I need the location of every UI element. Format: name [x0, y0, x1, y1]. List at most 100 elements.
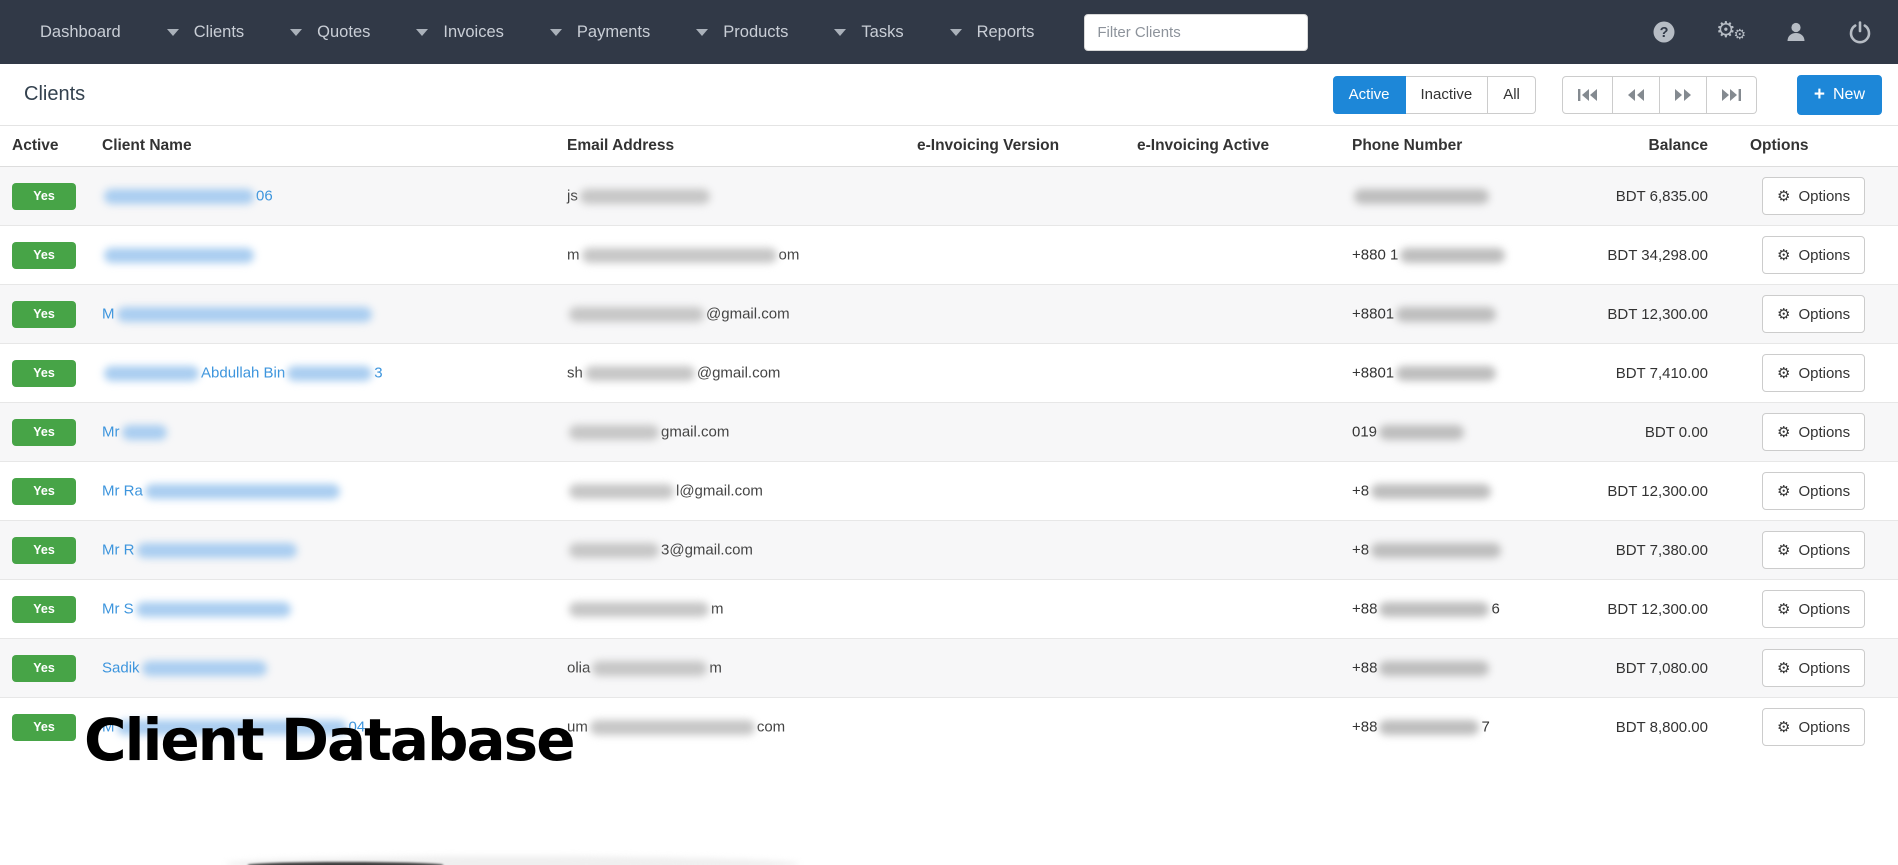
text-fragment: Mr S — [102, 600, 134, 618]
redacted-blur — [1371, 483, 1492, 499]
settings-gears-icon[interactable]: ⚙ ⚙ — [1716, 17, 1746, 42]
nav-item-products[interactable]: Products — [696, 23, 788, 42]
filter-clients-input[interactable] — [1084, 13, 1309, 51]
nav-item-label: Tasks — [861, 22, 904, 41]
new-client-button[interactable]: + New — [1796, 74, 1882, 115]
text-fragment: 06 — [256, 187, 273, 205]
options-button-label: Options — [1798, 600, 1851, 618]
power-icon[interactable] — [1848, 20, 1872, 44]
text-fragment: 019 — [1352, 423, 1378, 441]
redacted-blur — [104, 365, 199, 381]
client-name-link[interactable]: Mr S — [90, 579, 555, 639]
text-fragment: com — [756, 718, 786, 736]
active-badge: Yes — [12, 182, 76, 210]
options-button[interactable]: ⚙ Options — [1762, 531, 1866, 569]
page-next-button[interactable] — [1659, 75, 1707, 114]
client-row: Yes M @gmail.com +8801 BDT 12,300.00 ⚙ O… — [0, 284, 1898, 344]
client-email: olia m — [555, 638, 905, 698]
options-button[interactable]: ⚙ Options — [1762, 236, 1866, 274]
einvoicing-version-cell — [905, 402, 1125, 462]
options-button[interactable]: ⚙ Options — [1762, 354, 1866, 392]
options-button-label: Options — [1798, 659, 1851, 677]
active-badge: Yes — [12, 241, 76, 269]
clients-toolbar: Clients Active Inactive All + New — [0, 64, 1898, 126]
text-fragment: js — [567, 187, 578, 205]
client-balance: BDT 7,080.00 — [1590, 638, 1720, 698]
redacted-blur — [121, 424, 167, 440]
client-row: Yes Mr gmail.com 019 BDT 0.00 ⚙ Options — [0, 402, 1898, 462]
client-row: Yes M 04 um com +88 7 BDT 8,800.00 ⚙ Option… — [0, 697, 1898, 756]
filter-button-active[interactable]: Active — [1332, 75, 1406, 114]
nav-item-label: Products — [723, 22, 789, 41]
text-fragment: +8 — [1352, 482, 1370, 500]
client-email: @gmail.com — [555, 284, 905, 344]
options-button[interactable]: ⚙ Options — [1762, 295, 1866, 333]
options-button[interactable]: ⚙ Options — [1762, 708, 1866, 746]
page-last-button[interactable] — [1706, 75, 1757, 114]
nav-item-reports[interactable]: Reports — [949, 23, 1034, 42]
help-icon[interactable]: ? — [1652, 20, 1676, 44]
text-fragment: 7 — [1481, 718, 1490, 736]
client-row: Yes Mr S m +88 6 BDT 12,300.00 ⚙ Options — [0, 579, 1898, 639]
client-name-link[interactable]: Sadik — [90, 638, 555, 698]
redacted-blur — [581, 247, 777, 263]
einvoicing-active-cell — [1125, 166, 1340, 226]
nav-item-clients[interactable]: Clients — [166, 23, 244, 42]
options-button-label: Options — [1798, 541, 1851, 559]
client-email: 3@gmail.com — [555, 520, 905, 580]
user-icon[interactable] — [1784, 20, 1808, 44]
page-previous-button[interactable] — [1612, 75, 1660, 114]
einvoicing-version-cell — [905, 166, 1125, 226]
client-row: Yes Mr R 3@gmail.com +8 BDT 7,380.00 ⚙ O… — [0, 520, 1898, 580]
options-button[interactable]: ⚙ Options — [1762, 649, 1866, 687]
filter-button-inactive[interactable]: Inactive — [1405, 75, 1489, 114]
nav-item-dashboard[interactable]: Dashboard — [40, 23, 121, 42]
plus-icon: + — [1813, 84, 1825, 105]
text-fragment: +88 — [1352, 659, 1378, 677]
client-name-link[interactable]: Mr — [90, 402, 555, 462]
col-client-name: Client Name — [90, 126, 555, 167]
col-email: Email Address — [555, 126, 905, 167]
text-fragment: Mr Ra — [102, 482, 143, 500]
client-email: gmail.com — [555, 402, 905, 462]
redacted-blur — [1400, 247, 1506, 263]
col-balance: Balance — [1590, 126, 1720, 167]
client-balance: BDT 8,800.00 — [1590, 697, 1720, 756]
nav-item-tasks[interactable]: Tasks — [834, 22, 904, 42]
active-badge: Yes — [12, 654, 76, 682]
redacted-blur — [287, 365, 373, 381]
client-balance: BDT 6,835.00 — [1590, 166, 1720, 226]
new-button-label: New — [1832, 85, 1865, 103]
navbar-right-icons: ? ⚙ ⚙ — [1652, 17, 1882, 45]
options-button[interactable]: ⚙ Options — [1762, 590, 1866, 628]
client-name-link[interactable]: 06 — [90, 166, 555, 226]
bottom-arc-shape — [248, 862, 443, 865]
filter-button-all[interactable]: All — [1488, 75, 1536, 114]
options-button[interactable]: ⚙ Options — [1762, 413, 1866, 451]
text-fragment: 04 — [348, 718, 366, 736]
nav-item-invoices[interactable]: Invoices — [416, 23, 504, 42]
nav-item-payments[interactable]: Payments — [549, 23, 650, 42]
options-button[interactable]: ⚙ Options — [1762, 472, 1866, 510]
client-phone — [1340, 166, 1590, 226]
client-name-link[interactable]: Mr R — [90, 520, 555, 580]
einvoicing-active-cell — [1125, 343, 1340, 403]
page-first-button[interactable] — [1561, 75, 1613, 114]
client-name-link[interactable] — [90, 225, 555, 285]
options-button[interactable]: ⚙ Options — [1762, 177, 1866, 215]
client-name-link[interactable]: M — [90, 284, 555, 344]
client-name-link[interactable]: M 04 — [90, 697, 555, 756]
clients-table: Active Client Name Email Address e-Invoi… — [0, 126, 1898, 756]
active-badge: Yes — [12, 713, 76, 741]
caret-down-icon — [290, 28, 303, 36]
einvoicing-active-cell — [1125, 225, 1340, 285]
caret-down-icon — [696, 28, 709, 36]
nav-item-label: Invoices — [443, 22, 504, 41]
redacted-blur — [1396, 306, 1497, 322]
client-email: um com — [555, 697, 905, 756]
client-name-link[interactable]: Mr Ra — [90, 461, 555, 521]
nav-item-quotes[interactable]: Quotes — [290, 23, 370, 42]
client-name-link[interactable]: Abdullah Bin 3 — [90, 343, 555, 403]
text-fragment: l@gmail.com — [676, 482, 763, 500]
